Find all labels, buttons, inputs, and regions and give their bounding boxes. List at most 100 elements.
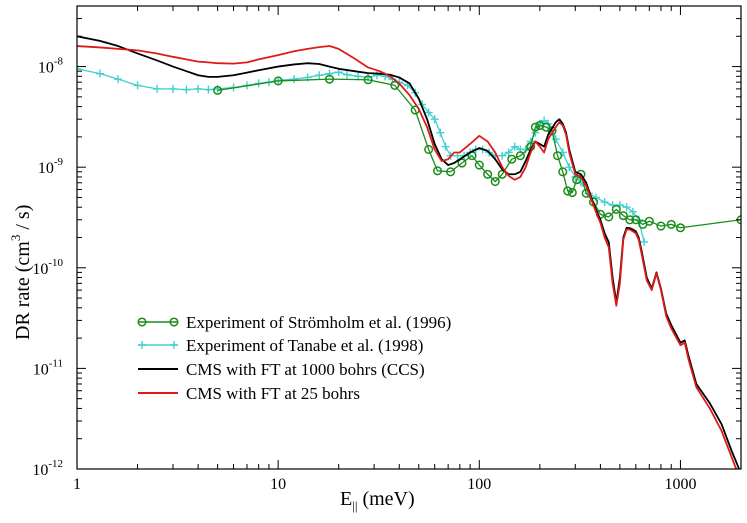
legend-label: Experiment of Tanabe et al. (1998): [186, 336, 423, 355]
data-point-0: [631, 215, 641, 225]
data-point-1: [551, 135, 560, 144]
data-point-1: [325, 69, 334, 78]
y-tick-exponent: -10: [48, 257, 63, 269]
y-tick-base: 10: [33, 361, 49, 378]
data-point-1: [168, 84, 177, 93]
y-axis-title: DR rate (cm3 / s): [8, 205, 34, 340]
data-point-1: [343, 70, 352, 79]
data-point-0: [474, 160, 484, 170]
legend-label: Experiment of Strömholm et al. (1996): [186, 313, 451, 332]
data-point-0: [535, 120, 545, 130]
data-point-1: [194, 84, 203, 93]
legend-swatch-marker: [137, 317, 147, 327]
data-point-1: [204, 85, 213, 94]
y-tick-label: 10-10: [32, 257, 63, 278]
data-point-1: [565, 163, 574, 172]
data-point-1: [133, 81, 142, 90]
data-point-0: [457, 158, 467, 168]
data-point-1: [290, 75, 299, 84]
data-point-1: [153, 84, 162, 93]
data-point-0: [563, 186, 573, 196]
data-point-1: [430, 115, 439, 124]
series-layer: [77, 35, 741, 469]
legend-swatch-marker: [170, 341, 178, 349]
x-axis-title-main: E: [340, 488, 352, 510]
data-point-0: [604, 212, 614, 222]
data-point-0: [656, 221, 666, 231]
legend-label: CMS with FT at 25 bohrs: [186, 384, 360, 403]
legend-swatch-marker: [169, 317, 179, 327]
data-point-1: [591, 193, 600, 202]
legend-entry-1: Experiment of Tanabe et al. (1998): [138, 336, 423, 355]
data-point-0: [490, 176, 500, 187]
data-point-0: [273, 76, 283, 86]
data-point-0: [363, 75, 373, 85]
data-point-0: [213, 85, 223, 95]
data-point-1: [315, 71, 324, 80]
data-point-0: [675, 223, 685, 233]
legend-entry-2: CMS with FT at 1000 bohrs (CCS): [138, 360, 425, 379]
data-point-1: [436, 128, 445, 137]
data-point-1: [95, 69, 104, 78]
y-axis-title-main: DR rate (cm: [12, 241, 34, 340]
data-point-1: [628, 207, 637, 216]
y-tick-label: 10-12: [32, 458, 63, 479]
y-tick-label: 10-8: [38, 56, 64, 77]
y-tick-exponent: -8: [54, 56, 64, 68]
data-point-0: [567, 187, 577, 198]
data-point-0: [553, 151, 563, 161]
data-point-0: [507, 154, 517, 164]
data-point-0: [432, 166, 443, 176]
data-point-1: [182, 85, 191, 94]
data-point-1: [504, 148, 513, 157]
data-point-0: [390, 80, 400, 90]
data-point-1: [510, 142, 519, 151]
data-point-0: [424, 144, 434, 155]
y-tick-base: 10: [38, 60, 54, 77]
data-point-0: [611, 204, 621, 215]
series-line-3: [77, 45, 738, 469]
data-point-1: [424, 108, 433, 117]
data-point-0: [644, 216, 654, 226]
y-axis-title-superscript: 3: [8, 235, 23, 242]
data-point-0: [618, 211, 628, 221]
x-tick-label: 100: [467, 476, 491, 493]
series-3: [77, 45, 738, 469]
data-point-0: [446, 167, 456, 177]
y-axis-title-tail: / s): [12, 205, 34, 235]
legend: Experiment of Strömholm et al. (1996) Exp…: [137, 313, 451, 403]
x-axis-title-subscript: ||: [352, 498, 357, 513]
data-point-1: [622, 203, 631, 212]
data-point-0: [324, 74, 335, 84]
data-point-1: [600, 198, 609, 207]
x-axis-title-unit: (meV): [357, 488, 414, 510]
data-point-1: [531, 128, 540, 137]
data-point-0: [530, 122, 540, 132]
data-point-0: [483, 169, 493, 179]
data-point-1: [498, 151, 507, 160]
x-tick-label: 10: [270, 476, 286, 493]
data-point-1: [372, 71, 381, 80]
data-point-0: [666, 219, 676, 229]
y-tick-exponent: -11: [49, 357, 63, 369]
data-point-1: [640, 238, 649, 247]
y-tick-label: 10-11: [33, 357, 63, 378]
y-tick-base: 10: [38, 160, 54, 177]
data-point-1: [441, 142, 450, 151]
x-tick-label: 1: [73, 476, 81, 493]
data-point-0: [515, 151, 525, 161]
y-tick-exponent: -9: [54, 156, 64, 168]
data-point-1: [77, 64, 81, 73]
legend-entry-0: Experiment of Strömholm et al. (1996): [137, 313, 451, 332]
x-tick-label: 1000: [664, 476, 696, 493]
y-tick-base: 10: [32, 462, 48, 479]
y-tick-exponent: -12: [48, 458, 63, 470]
data-point-0: [625, 215, 635, 225]
x-axis-title: E|| (meV): [340, 488, 415, 513]
legend-label: CMS with FT at 1000 bohrs (CCS): [186, 360, 425, 379]
data-point-0: [558, 167, 568, 177]
y-tick-label: 10-9: [38, 156, 64, 177]
